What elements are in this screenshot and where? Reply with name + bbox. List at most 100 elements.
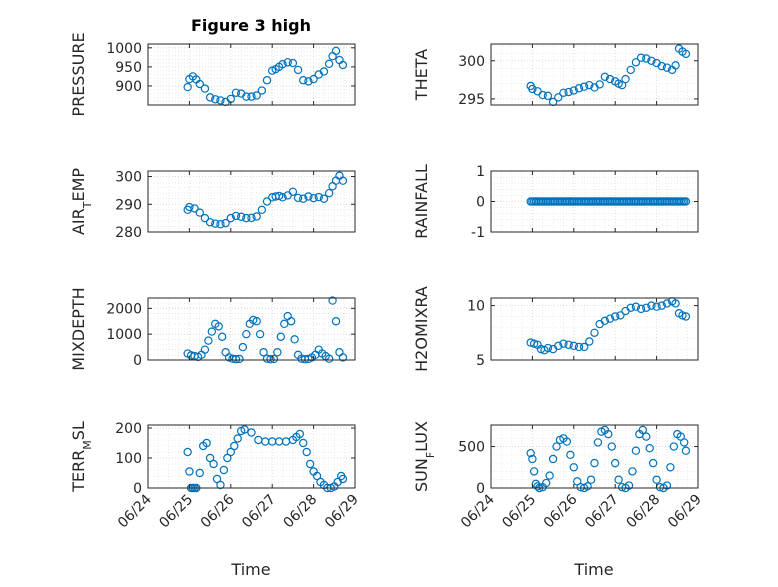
data-point	[257, 205, 267, 215]
data-point	[293, 193, 303, 203]
data-point	[266, 355, 275, 364]
data-point	[652, 475, 661, 484]
data-point	[216, 220, 225, 229]
data-point	[611, 458, 620, 468]
data-point	[226, 447, 235, 457]
data-point	[647, 56, 656, 65]
y-tick-label: 0	[476, 195, 485, 211]
data-point	[219, 465, 229, 475]
data-point	[259, 348, 268, 357]
data-point	[678, 311, 687, 320]
data-point	[671, 299, 680, 308]
data-point	[212, 474, 222, 484]
data-point	[616, 311, 625, 320]
data-point	[257, 86, 267, 95]
data-point	[526, 448, 535, 458]
data-point	[328, 296, 337, 305]
data-point	[590, 328, 599, 338]
data-point	[617, 80, 627, 90]
data-point	[269, 354, 279, 364]
data-point	[529, 467, 539, 476]
y-tick-label: 10	[467, 299, 485, 315]
y-tick-label: 900	[115, 79, 142, 95]
data-point	[211, 219, 220, 228]
data-point	[242, 329, 251, 339]
data-point	[309, 74, 318, 84]
data-point	[552, 442, 561, 451]
data-point	[657, 61, 666, 71]
data-point	[338, 474, 348, 484]
y-tick-label: 300	[115, 170, 142, 186]
y-axis-label: PRESSURE	[69, 32, 88, 116]
data-point	[564, 87, 573, 97]
data-point	[185, 202, 194, 212]
subplot-mixdepth: 0 1000 2000 MIXDEPTH	[69, 287, 356, 371]
data-point	[621, 74, 630, 84]
data-point	[252, 317, 261, 326]
data-point	[681, 312, 691, 321]
y-tick-label: 290	[115, 197, 142, 213]
data-point	[233, 434, 242, 443]
data-point	[195, 468, 204, 478]
data-point	[236, 212, 246, 221]
data-point	[574, 84, 584, 93]
data-point	[217, 332, 227, 341]
data-point	[204, 336, 213, 345]
data-point	[662, 481, 672, 490]
data-point	[319, 194, 329, 203]
data-point	[214, 322, 223, 331]
data-point	[533, 482, 542, 491]
data-point	[216, 96, 225, 105]
data-point	[190, 204, 199, 213]
data-point	[338, 176, 348, 185]
data-point	[299, 194, 308, 203]
data-point	[231, 211, 241, 221]
data-point	[338, 60, 348, 70]
data-point	[569, 341, 579, 351]
data-point	[586, 475, 596, 484]
data-point	[299, 76, 308, 85]
data-point	[314, 192, 323, 202]
data-point	[662, 63, 672, 72]
y-tick-label: 5	[476, 353, 485, 369]
data-point	[562, 437, 572, 446]
data-point	[304, 192, 313, 201]
data-point	[288, 58, 298, 68]
y-tick-label: 500	[458, 440, 485, 456]
data-point	[554, 93, 563, 102]
data-point	[585, 80, 594, 90]
data-point	[324, 59, 334, 69]
data-point	[195, 208, 204, 217]
y-tick-label: 0	[133, 353, 142, 369]
data-point	[278, 60, 287, 69]
data-point	[528, 84, 537, 94]
data-point	[312, 471, 322, 481]
axes-box	[147, 43, 356, 106]
data-point	[638, 425, 648, 435]
data-point	[283, 58, 292, 67]
data-point	[276, 332, 286, 341]
data-point	[205, 453, 215, 463]
data-point	[548, 97, 558, 107]
data-point	[636, 53, 646, 62]
data-point	[183, 447, 192, 457]
axes-box	[490, 43, 699, 106]
data-point	[680, 438, 689, 447]
data-point	[628, 467, 637, 476]
data-point	[590, 458, 599, 468]
data-point	[645, 444, 654, 453]
data-point	[681, 49, 691, 59]
data-point	[548, 454, 558, 464]
data-point	[226, 213, 235, 223]
data-point	[624, 481, 634, 490]
y-tick-label: 300	[458, 54, 485, 70]
data-point	[202, 438, 211, 448]
data-point	[195, 79, 204, 89]
data-point	[231, 88, 241, 98]
data-point	[247, 92, 256, 101]
data-point	[529, 339, 539, 348]
subplot-air-temp: 280 290 300 AIRTEMP	[69, 168, 356, 241]
y-tick-label: 2000	[106, 301, 142, 317]
data-point	[585, 337, 594, 346]
